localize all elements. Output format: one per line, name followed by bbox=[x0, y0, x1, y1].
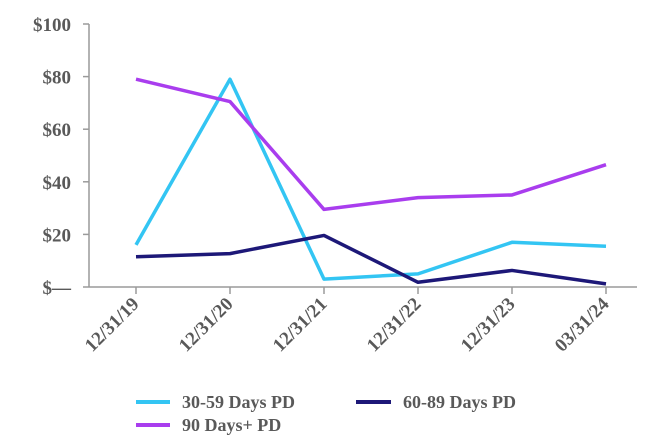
legend-label-90-plus: 90 Days+ PD bbox=[182, 415, 281, 435]
legend-label-30-59: 30-59 Days PD bbox=[182, 392, 295, 412]
legend: 30-59 Days PD 60-89 Days PD 90 Days+ PD bbox=[136, 392, 516, 435]
x-axis-ticks: 12/31/19 12/31/20 12/31/21 12/31/22 12/31/23… bbox=[81, 287, 614, 356]
y-tick-label: $— bbox=[43, 278, 73, 299]
chart-axes bbox=[88, 24, 637, 288]
x-tick-label: 12/31/19 bbox=[81, 294, 144, 357]
y-tick-label: $80 bbox=[43, 68, 72, 89]
series-line-30-59-days-pd bbox=[134, 77, 607, 281]
y-tick-label: $20 bbox=[43, 225, 72, 246]
x-tick-label: 12/31/21 bbox=[269, 294, 332, 357]
series-lines bbox=[134, 77, 607, 286]
y-tick-label: $60 bbox=[43, 120, 72, 141]
x-tick-label: 12/31/23 bbox=[457, 294, 520, 357]
series-line-90-days-pd bbox=[135, 77, 607, 212]
y-axis-ticks: $— $20 $40 $60 $80 $100 bbox=[33, 15, 89, 299]
series-line-60-89-days-pd bbox=[135, 233, 607, 286]
legend-label-60-89: 60-89 Days PD bbox=[403, 392, 516, 412]
x-tick-label: 03/31/24 bbox=[551, 293, 614, 356]
x-tick-label: 12/31/20 bbox=[175, 294, 238, 357]
x-tick-label: 12/31/22 bbox=[363, 294, 426, 357]
y-tick-label: $100 bbox=[33, 15, 71, 36]
y-tick-label: $40 bbox=[43, 173, 72, 194]
